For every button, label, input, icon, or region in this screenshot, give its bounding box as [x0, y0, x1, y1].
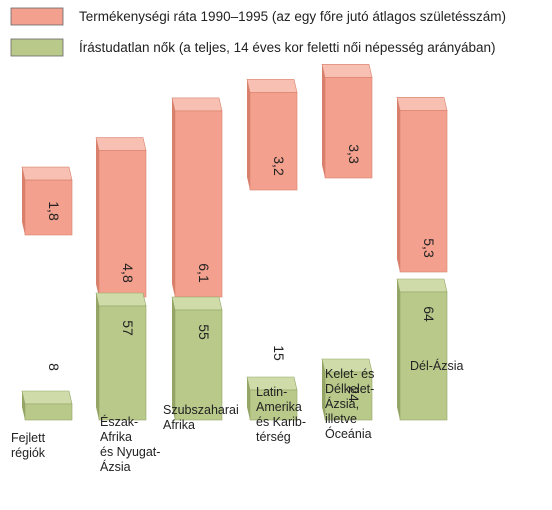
bar-illiteracy-1: 8 — [21, 363, 73, 421]
category-label-4: Latin-Amerika és Karib-térség — [256, 385, 306, 444]
bar-fertility-5: 3,3 — [321, 64, 373, 179]
category-labels: Fejlett régiók Észak-Afrika és Nyugat-Ázsia… — [11, 358, 464, 474]
bar-illiteracy-1-side-face — [22, 391, 25, 420]
bar-fertility-2: 4,8 — [95, 137, 147, 298]
bar-illiteracy-2-side-face — [96, 293, 99, 420]
legend: Termékenységi ráta 1990–1995 (az egy főr… — [10, 7, 506, 57]
bar-fertility-2-side-face — [96, 137, 99, 297]
bar-illiteracy-4: 15 — [246, 345, 298, 421]
category-label-5: Kelet- és Délkelet-Ázsia, illetve Óceánia — [325, 367, 374, 441]
category-label-1: Fejlett régiók — [11, 431, 46, 460]
legend-label-2: Írástudatlan nők (a teljes, 14 éves kor … — [79, 40, 496, 55]
value-label-fertility-5: 3,3 — [346, 144, 362, 164]
category-label-3: Szubszaharai Afrika — [163, 403, 239, 432]
bar-illiteracy-2-front-face — [98, 305, 147, 421]
value-label-illiteracy-3: 55 — [196, 324, 212, 340]
bar-illiteracy-3-side-face — [172, 297, 175, 420]
category-label-6: Dél-Ázsia — [410, 358, 464, 373]
value-label-fertility-2: 4,8 — [120, 263, 136, 283]
value-label-fertility-6: 5,3 — [421, 238, 437, 258]
legend-swatch-2 — [10, 38, 64, 57]
bar-fertility-3-side-face — [172, 97, 175, 297]
bar-illiteracy-5-side-face — [322, 359, 325, 420]
bar-fertility-2-top-face — [95, 137, 147, 151]
bar-illiteracy-4-side-face — [247, 377, 250, 420]
value-label-fertility-1: 1,8 — [46, 201, 62, 221]
category-label-2: Észak-Afrika és Nyugat-Ázsia — [100, 414, 160, 474]
bar-fertility-1-top-face — [21, 166, 73, 181]
value-label-fertility-3: 6,1 — [196, 263, 212, 283]
bars: 1,8 8 4,8 57 6,1 55 3,2 15 3,3 24 5,3 64 — [21, 64, 448, 421]
bar-illiteracy-3: 55 — [171, 296, 223, 421]
bar-fertility-6-front-face — [399, 110, 448, 273]
bar-fertility-3-front-face — [174, 110, 223, 298]
bar-illiteracy-5-front-face — [324, 371, 373, 421]
bar-illiteracy-5: 24 — [321, 358, 373, 421]
value-label-illiteracy-2: 57 — [120, 320, 136, 336]
bar-fertility-3: 6,1 — [171, 97, 223, 298]
bar-illiteracy-2-top-face — [95, 292, 147, 307]
bar-fertility-6-top-face — [396, 97, 448, 111]
bar-illiteracy-3-front-face — [174, 309, 223, 421]
value-label-illiteracy-4: 15 — [271, 345, 287, 361]
value-label-illiteracy-6: 64 — [421, 306, 437, 322]
bar-illiteracy-2: 57 — [95, 292, 147, 421]
bar-illiteracy-1-top-face — [21, 390, 73, 405]
bar-fertility-6: 5,3 — [396, 97, 448, 273]
bar-fertility-5-side-face — [322, 64, 325, 178]
value-label-illiteracy-1: 8 — [46, 363, 62, 371]
bar-fertility-1-side-face — [22, 167, 25, 235]
bar-fertility-5-top-face — [321, 64, 373, 78]
bar-fertility-3-top-face — [171, 97, 223, 112]
legend-label-1: Termékenységi ráta 1990–1995 (az egy főr… — [79, 9, 506, 24]
bar-fertility-1-front-face — [24, 179, 73, 236]
bar-illiteracy-3-top-face — [171, 296, 223, 311]
bar-fertility-4-side-face — [247, 79, 250, 190]
legend-swatch-1 — [10, 7, 64, 26]
bar-fertility-4: 3,2 — [246, 79, 298, 191]
bar-illiteracy-1-front-face — [24, 403, 73, 421]
bar-illiteracy-6-front-face — [399, 291, 448, 421]
bar-fertility-1: 1,8 — [21, 166, 73, 236]
bar-illiteracy-6-side-face — [397, 279, 400, 420]
bar-fertility-4-top-face — [246, 79, 298, 93]
bar-fertility-6-side-face — [397, 97, 400, 272]
bar-fertility-4-front-face — [249, 92, 298, 191]
bar-illiteracy-6: 64 — [396, 278, 448, 421]
bar-fertility-5-front-face — [324, 77, 373, 179]
value-label-fertility-4: 3,2 — [271, 156, 287, 176]
bar-illiteracy-4-front-face — [249, 389, 298, 421]
value-label-illiteracy-5: 24 — [346, 386, 362, 402]
bar-illiteracy-6-top-face — [396, 278, 448, 293]
